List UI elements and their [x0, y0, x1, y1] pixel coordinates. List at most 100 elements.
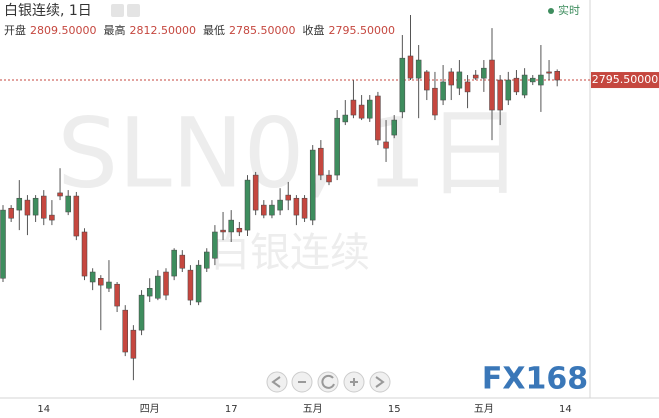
candle-body: [293, 197, 300, 216]
candle-body: [195, 264, 202, 303]
candle-body: [41, 195, 47, 219]
candle-body: [456, 71, 463, 89]
ohlc-value: 2795.50000: [328, 24, 394, 37]
candle-body: [301, 197, 308, 219]
candle-body: [130, 329, 137, 359]
candle-body: [383, 141, 389, 149]
candle-body: [464, 81, 471, 93]
candle-body: [98, 278, 104, 286]
ohlc-value: 2785.50000: [229, 24, 295, 37]
candle-body: [326, 174, 332, 183]
candle-body: [122, 309, 128, 353]
candle-body: [212, 231, 218, 259]
x-tick-label: 四月: [140, 403, 160, 415]
candle-body: [179, 254, 186, 269]
nav-left[interactable]: [266, 371, 288, 393]
candles: [0, 15, 590, 381]
candle-body: [350, 99, 357, 116]
navigation: [266, 371, 391, 393]
candle-body: [546, 71, 552, 74]
candle-body: [24, 199, 31, 216]
ohlc-value: 2809.50000: [30, 24, 96, 37]
candle-body: [261, 204, 267, 216]
nav-glyphs: [271, 374, 385, 389]
live-dot: [548, 8, 554, 14]
candle-body: [554, 71, 560, 81]
candle-body: [530, 77, 536, 83]
candle-body: [8, 207, 14, 219]
candle-body: [228, 219, 234, 233]
candle-body: [424, 71, 430, 91]
candle-body: [399, 57, 406, 113]
candle-body: [513, 77, 520, 93]
candle-body: [236, 227, 243, 233]
header: 白银连续, 1日 实时 开盘 2809.50000 最高 2812.50000 最低 27…: [4, 2, 580, 37]
candle-body: [146, 288, 153, 297]
candle-body: [16, 197, 23, 211]
x-tick-label: 15: [388, 404, 401, 415]
candle-body: [106, 281, 112, 289]
candle-body: [318, 147, 324, 176]
watermark: SLN0, 1日: [57, 97, 522, 209]
candle-body: [342, 114, 349, 123]
ohlc-name: 最低: [203, 24, 225, 37]
candle-body: [407, 55, 414, 79]
candle-body: [269, 204, 275, 216]
candle-body: [155, 275, 161, 299]
logo: FX168: [482, 362, 588, 397]
candle-body: [0, 209, 6, 279]
price-tag-label: 2795.50000: [592, 73, 658, 86]
chart-title: 白银连续, 1日: [4, 2, 92, 19]
candle-body: [163, 271, 169, 296]
candle-body: [440, 81, 446, 101]
x-tick-label: 14: [559, 404, 572, 415]
watermark-sub: 白银连续: [210, 230, 370, 276]
candle-body: [481, 67, 487, 79]
candle-body: [375, 95, 381, 141]
candle-body: [367, 99, 373, 119]
candle-body: [489, 59, 495, 111]
candle-body: [334, 117, 340, 176]
settings-icon[interactable]: [127, 4, 140, 17]
candle-body: [252, 174, 259, 211]
candle-body: [285, 194, 291, 201]
candle-body: [538, 74, 544, 86]
nav-right[interactable]: [369, 371, 391, 393]
x-tick-label: 14: [37, 404, 50, 415]
candle-body: [309, 149, 316, 221]
candle-body: [415, 59, 422, 79]
candle-body: [49, 214, 55, 221]
live-label: 实时: [558, 3, 580, 17]
ohlc-name: 开盘: [4, 23, 26, 37]
candle-body: [220, 229, 226, 233]
candle-body: [391, 119, 397, 136]
candle-body: [521, 74, 528, 96]
candle-body: [65, 195, 71, 213]
candle-body: [171, 249, 177, 277]
candle-body: [187, 269, 194, 301]
candle-body: [497, 79, 503, 111]
candle-body: [73, 195, 80, 237]
candle-body: [138, 294, 145, 331]
x-tick-label: 五月: [474, 403, 494, 415]
candle-body: [81, 231, 88, 277]
candle-body: [432, 87, 438, 116]
x-tick-label: 17: [225, 404, 238, 415]
price-tag: [591, 72, 659, 89]
candle-body: [448, 71, 454, 86]
candle-body: [32, 197, 39, 216]
eye-icon[interactable]: [111, 4, 124, 17]
ohlc-name: 收盘: [302, 23, 324, 37]
candle-body: [505, 79, 512, 101]
candle-body: [358, 104, 365, 119]
candle-body: [57, 192, 63, 197]
ohlc-value: 2812.50000: [129, 24, 195, 37]
x-tick-label: 五月: [303, 403, 323, 415]
candle-body: [89, 271, 96, 283]
ohlc-name: 最高: [103, 23, 125, 37]
candle-body: [204, 251, 210, 269]
candle-body: [244, 179, 251, 231]
candle-body: [277, 199, 283, 211]
candle-body: [114, 283, 120, 307]
